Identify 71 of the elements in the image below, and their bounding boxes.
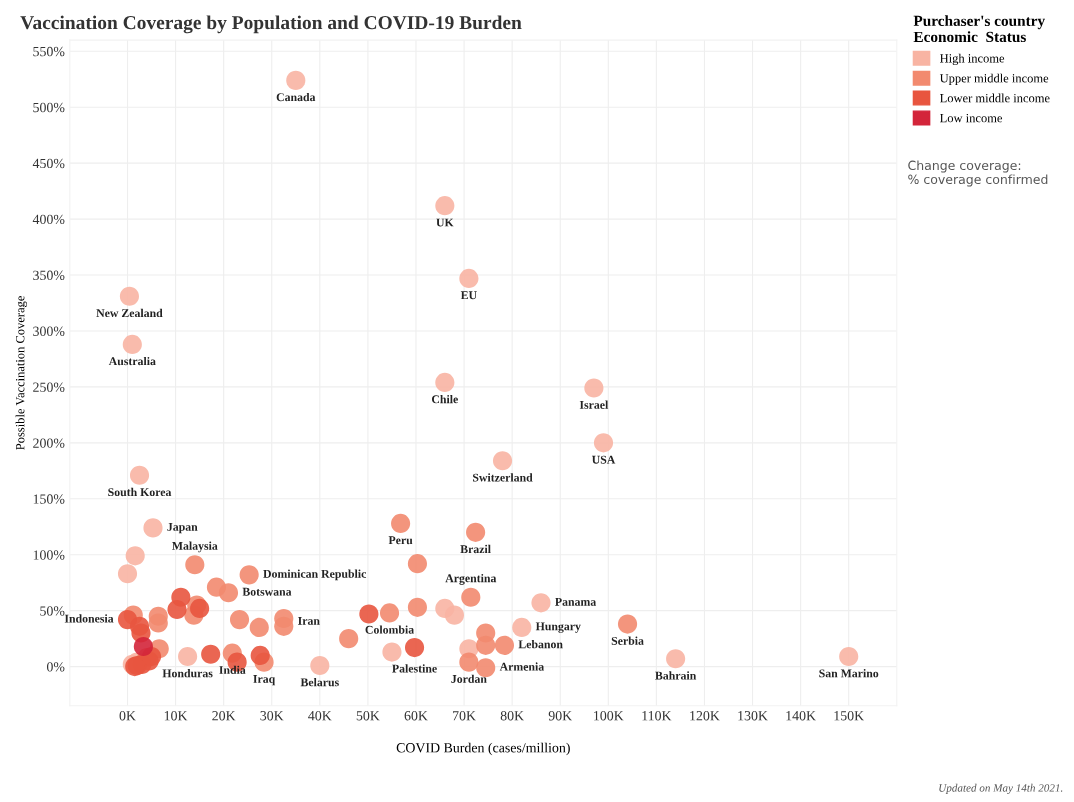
- y-tick-label: 550%: [33, 46, 65, 57]
- x-tick-label: 90K: [548, 711, 573, 721]
- annotation: Serbia: [611, 636, 644, 645]
- y-tick-label: 250%: [33, 382, 65, 392]
- x-tick-label: 110K: [642, 711, 672, 721]
- x-tick-label: 10K: [164, 711, 188, 721]
- y-tick-label: 100%: [33, 550, 65, 560]
- chart-title: Vaccination Coverage by Population and COVID-19 Burden: [20, 15, 522, 34]
- annotation: New Zealand: [96, 308, 163, 318]
- x-tick-label: 40K: [308, 711, 332, 721]
- y-tick-label: 350%: [33, 270, 65, 281]
- annotation: Malaysia: [172, 541, 218, 553]
- x-tick-label: 50K: [356, 711, 380, 721]
- annotation: Botswana: [242, 587, 292, 596]
- x-axis-title: COVID Burden (cases/million): [396, 742, 570, 756]
- annotation: Bahrain: [655, 671, 697, 680]
- y-axis-title: Possible Vaccination Coverage: [15, 296, 27, 450]
- legend-label: Upper middle income: [939, 73, 1049, 85]
- annotation: Japan: [167, 522, 198, 534]
- annotation: Chile: [431, 394, 458, 404]
- text: Change coverage: % coverage confirmed: [908, 160, 1048, 187]
- legend-label: Low income: [940, 113, 1003, 123]
- annotation: Belarus: [300, 677, 339, 687]
- annotation: India: [219, 665, 246, 674]
- legend-title: Purchaser's country Economic Status: [913, 15, 1045, 43]
- y-tick-label: 200%: [33, 438, 65, 448]
- annotation: Iraq: [253, 675, 276, 686]
- y-tick-label: 300%: [33, 326, 65, 336]
- annotation: Israel: [579, 400, 609, 409]
- annotation: Peru: [388, 536, 413, 545]
- annotation: Argentina: [445, 573, 497, 585]
- x-tick-label: 30K: [260, 711, 284, 721]
- y-tick-label: 50%: [40, 606, 65, 616]
- annotation: Lebanon: [518, 639, 563, 649]
- x-tick-label: 80K: [500, 711, 524, 721]
- legend-label: Lower middle income: [940, 93, 1050, 103]
- annotation: Jordan: [451, 674, 487, 683]
- legend-label: High income: [940, 53, 1005, 66]
- x-tick-label: 20K: [212, 711, 236, 721]
- y-tick-label: 400%: [32, 214, 65, 225]
- annotation: Canada: [276, 92, 316, 102]
- x-tick-label: 100K: [594, 711, 624, 721]
- y-tick-label: 500%: [33, 102, 65, 113]
- annotation: San Marino: [819, 669, 879, 678]
- annotation: Dominican Republic: [263, 569, 367, 581]
- annotation: EU: [460, 291, 477, 300]
- annotation: Indonesia: [64, 614, 114, 623]
- annotation: Armenia: [499, 662, 544, 671]
- x-tick-label: 150K: [834, 711, 864, 721]
- annotation: Switzerland: [472, 473, 533, 482]
- annotation: UK: [436, 218, 454, 227]
- annotation: Palestine: [392, 664, 437, 673]
- annotation: USA: [591, 455, 616, 464]
- x-tick-label: 130K: [738, 711, 768, 721]
- annotation: Colombia: [365, 625, 414, 634]
- annotation: Hungary: [535, 622, 581, 633]
- annotation: South Korea: [108, 487, 172, 497]
- annotation: Australia: [108, 356, 156, 366]
- x-tick-label: 60K: [404, 711, 428, 721]
- x-tick-label: 120K: [690, 711, 720, 721]
- annotation: Brazil: [460, 544, 491, 554]
- y-tick-label: 150%: [33, 494, 65, 504]
- x-tick-label: 0K: [119, 711, 136, 721]
- text: Updated on May 14th 2021.: [939, 783, 1063, 794]
- y-tick-label: 0%: [46, 662, 65, 672]
- y-tick-label: 450%: [32, 158, 65, 169]
- annotation: Honduras: [162, 669, 213, 678]
- x-tick-label: 140K: [786, 711, 816, 721]
- x-tick-label: 70K: [453, 711, 476, 721]
- annotation: Panama: [555, 597, 597, 606]
- annotation: Iran: [298, 616, 320, 625]
